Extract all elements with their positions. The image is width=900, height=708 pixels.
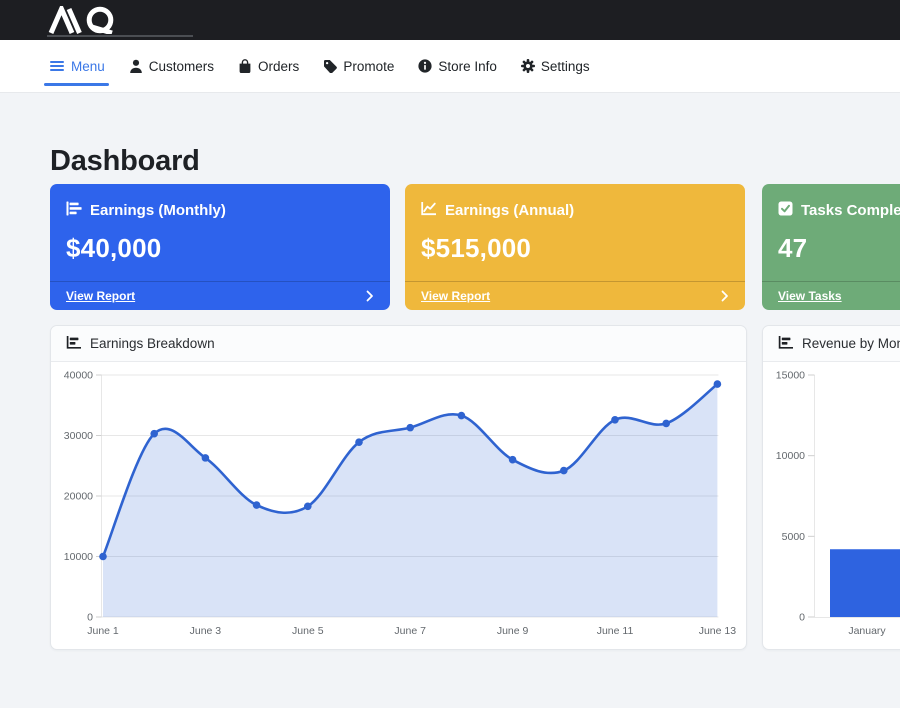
bar-chart-icon (66, 201, 82, 220)
nav-item-menu[interactable]: Menu (44, 40, 109, 92)
nav-item-label: Settings (540, 58, 590, 74)
nav-items: Menu Customers Orders (0, 40, 900, 92)
svg-text:June 1: June 1 (87, 625, 119, 637)
mq-logo-icon[interactable] (48, 6, 126, 34)
check-square-icon (778, 201, 793, 220)
svg-text:20000: 20000 (64, 491, 93, 503)
info-icon (418, 59, 432, 73)
svg-text:June 7: June 7 (394, 625, 426, 637)
stat-card-link-label[interactable]: View Report (66, 289, 136, 303)
earnings-monthly-card: Earnings (Monthly) $40,000 View Report (50, 184, 390, 310)
nav-item-customers[interactable]: Customers (129, 40, 214, 92)
nav-item-label: Customers (148, 58, 215, 74)
stat-card-title: Tasks Completed (801, 202, 900, 219)
svg-text:June 5: June 5 (292, 625, 324, 637)
svg-text:40000: 40000 (64, 370, 93, 382)
top-app-bar (0, 0, 900, 40)
nav-item-label: Promote (343, 58, 395, 74)
bag-icon (238, 59, 252, 73)
nav-item-orders[interactable]: Orders (238, 40, 299, 92)
view-report-link-monthly[interactable]: View Report (50, 281, 390, 310)
active-tab-underline (44, 83, 109, 86)
chart-card-title: Earnings Breakdown (90, 336, 215, 351)
chart-bars-icon (778, 335, 794, 353)
nav-item-settings[interactable]: Settings (520, 40, 590, 92)
stat-card-title: Earnings (Annual) (445, 202, 575, 219)
nav-item-label: Menu (71, 58, 105, 74)
chevron-right-icon (366, 290, 373, 302)
nav-item-store-info[interactable]: Store Info (418, 40, 497, 92)
svg-text:10000: 10000 (64, 551, 93, 563)
nav-item-label: Orders (258, 58, 300, 74)
svg-text:0: 0 (799, 612, 805, 624)
svg-text:30000: 30000 (64, 430, 93, 442)
stat-card-link-label[interactable]: View Tasks (778, 289, 842, 303)
page-title: Dashboard (50, 145, 200, 177)
gear-icon (520, 59, 535, 73)
svg-text:10000: 10000 (776, 450, 805, 462)
earnings-annual-card: Earnings (Annual) $515,000 View Report (405, 184, 745, 310)
chevron-right-icon (721, 290, 728, 302)
svg-text:January: January (848, 625, 886, 637)
view-tasks-link[interactable]: View Tasks (762, 281, 900, 310)
chart-bars-icon (66, 335, 82, 353)
line-chart-icon (421, 201, 437, 220)
svg-text:0: 0 (87, 612, 93, 624)
svg-text:5000: 5000 (782, 531, 806, 543)
stat-card-title: Earnings (Monthly) (90, 202, 226, 219)
logo-underline (47, 35, 193, 37)
nav-item-label: Store Info (438, 58, 497, 74)
svg-text:15000: 15000 (776, 370, 805, 382)
revenue-by-month-card: Revenue by Month 0 5000 10000 15000 January (762, 325, 900, 650)
chart-card-title: Revenue by Month (802, 336, 900, 351)
stat-card-value: 47 (778, 233, 808, 263)
revenue-by-month-bar-chart: 0 5000 10000 15000 January (776, 370, 900, 637)
svg-text:June 3: June 3 (190, 625, 222, 637)
nav-item-promote[interactable]: Promote (323, 40, 394, 92)
earnings-breakdown-card: Earnings Breakdown 0 10000 20000 30000 40000… (50, 325, 747, 650)
stat-card-link-label[interactable]: View Report (421, 289, 491, 303)
tag-icon (323, 59, 338, 73)
svg-text:June 11: June 11 (597, 625, 634, 637)
tasks-completed-card: Tasks Completed 47 View Tasks (762, 184, 900, 310)
svg-text:June 13: June 13 (699, 625, 737, 637)
hamburger-icon (50, 59, 65, 73)
stat-card-value: $40,000 (66, 233, 162, 263)
svg-text:June 9: June 9 (497, 625, 529, 637)
stat-card-value: $515,000 (421, 233, 532, 263)
user-icon (129, 59, 143, 73)
view-report-link-annual[interactable]: View Report (405, 281, 745, 310)
main-navbar: Menu Customers Orders (0, 40, 900, 93)
earnings-breakdown-area-chart: 0 10000 20000 30000 40000 June 1 June 3 June 5 J… (64, 370, 737, 638)
